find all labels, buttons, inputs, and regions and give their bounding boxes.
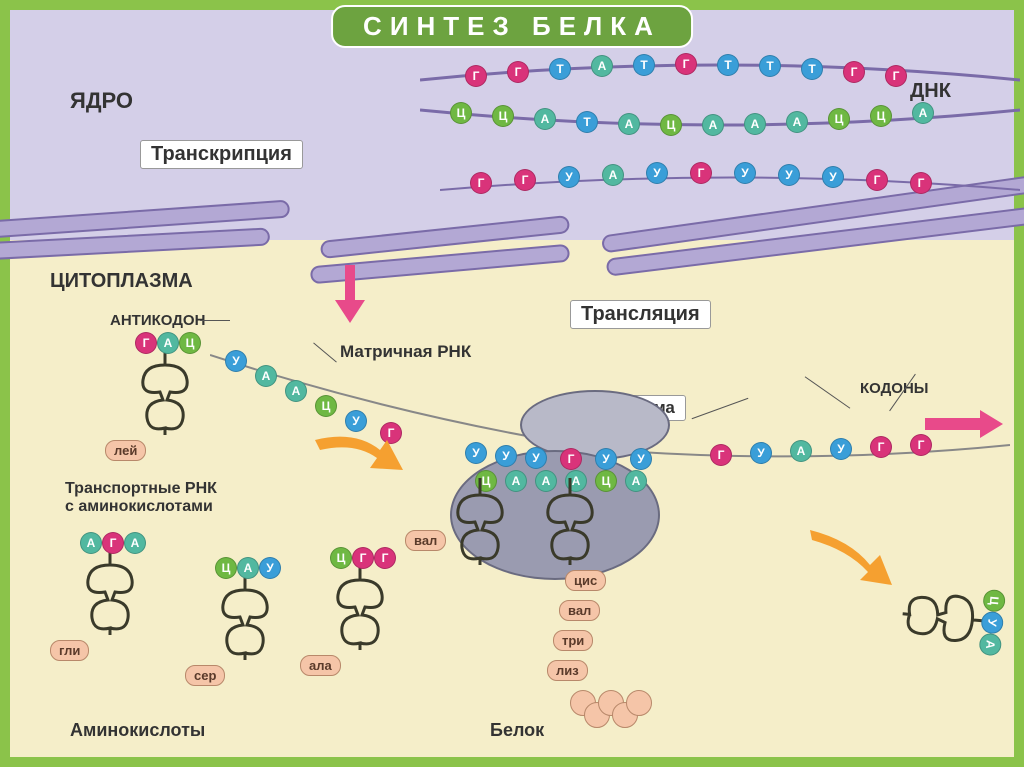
nucleotide: Т: [576, 111, 598, 133]
nucleotide: Г: [870, 436, 892, 458]
trna-icon: [440, 470, 520, 570]
nucleotide: А: [744, 113, 766, 135]
nucleotide: Г: [910, 172, 932, 194]
nucleotide: Ц: [330, 547, 352, 569]
protein-label: Белок: [490, 720, 544, 741]
nucleotide: Г: [135, 332, 157, 354]
arrow-right-icon: [925, 410, 1005, 440]
trna: ЦГГала: [320, 555, 400, 660]
trna-icon: [70, 540, 150, 640]
trna-icon: [530, 470, 610, 570]
nucleotide: Т: [633, 54, 655, 76]
nucleotide: А: [790, 440, 812, 462]
trna: ГАЦлей: [125, 340, 205, 445]
nucleotide: А: [157, 332, 179, 354]
trna-icon: [125, 340, 205, 440]
trna-exit: ЦУА: [889, 573, 1001, 662]
nucleotide: Г: [465, 65, 487, 87]
nucleotide: А: [912, 102, 934, 124]
nucleotide: А: [618, 113, 640, 135]
trna-icon: [320, 555, 400, 655]
nucleotide: А: [786, 111, 808, 133]
arrow-down-icon: [330, 265, 370, 325]
amino-acid: ала: [300, 655, 341, 676]
nucleotide: Т: [549, 58, 571, 80]
nucleotide: Ц: [215, 557, 237, 579]
amino-acid: сер: [185, 665, 225, 686]
transcription-label: Транскрипция: [140, 140, 303, 169]
nucleotide: А: [602, 164, 624, 186]
nucleotide: А: [625, 470, 647, 492]
protein-residue-ball: [626, 690, 652, 716]
nucleotide: Ц: [660, 114, 682, 136]
page-title: СИНТЕЗ БЕЛКА: [331, 5, 693, 48]
aminoacids-label: Аминокислоты: [70, 720, 205, 741]
leader-line: [200, 320, 230, 321]
trna: ЦАУсер: [205, 565, 285, 670]
protein-residue: лиз: [547, 660, 588, 681]
protein-residue: три: [553, 630, 593, 651]
nucleotide: Ц: [179, 332, 201, 354]
nucleotide: Г: [374, 547, 396, 569]
nucleotide: У: [778, 164, 800, 186]
trna-in-ribosome: [530, 470, 610, 575]
nucleotide: Г: [470, 172, 492, 194]
nucleotide: Г: [560, 448, 582, 470]
nucleotide: А: [255, 365, 277, 387]
nucleotide: Г: [514, 169, 536, 191]
nucleotide: Т: [717, 54, 739, 76]
nucleotide: У: [495, 445, 517, 467]
nucleotide: У: [558, 166, 580, 188]
nucleotide: А: [702, 114, 724, 136]
nucleotide: У: [750, 442, 772, 464]
nucleotide: А: [285, 380, 307, 402]
anticodon-label: АНТИКОДОН: [110, 312, 205, 329]
nucleotide: Г: [675, 53, 697, 75]
trna: АГАгли: [70, 540, 150, 645]
nucleotide: У: [630, 448, 652, 470]
protein-residue: цис: [565, 570, 606, 591]
arrow-orange-icon: [810, 530, 900, 590]
nucleotide: У: [525, 447, 547, 469]
cytoplasm-label: ЦИТОПЛАЗМА: [50, 270, 193, 293]
nucleotide: Г: [866, 169, 888, 191]
nucleotide: У: [345, 410, 367, 432]
nucleotide: У: [595, 448, 617, 470]
dna-label: ДНК: [910, 80, 951, 103]
nucleotide: А: [124, 532, 146, 554]
amino-acid: вал: [405, 530, 446, 551]
arrow-orange-icon: [315, 430, 405, 480]
nucleotide: Г: [352, 547, 374, 569]
nucleotide: У: [225, 350, 247, 372]
nucleotide: У: [465, 442, 487, 464]
amino-acid: лей: [105, 440, 146, 461]
protein-residue: вал: [559, 600, 600, 621]
nucleotide: Г: [885, 65, 907, 87]
nucleotide: Ц: [450, 102, 472, 124]
translation-label: Трансляция: [570, 300, 711, 329]
nucleotide: Г: [690, 162, 712, 184]
amino-acid: гли: [50, 640, 89, 661]
nucleotide: У: [830, 438, 852, 460]
nucleotide: Г: [710, 444, 732, 466]
trna-in-ribosome: вал: [440, 470, 520, 575]
trna-icon: [205, 565, 285, 665]
nucleotide: А: [237, 557, 259, 579]
nucleotide: У: [259, 557, 281, 579]
nucleus-label: ЯДРО: [70, 88, 133, 114]
nucleotide: Ц: [315, 395, 337, 417]
nucleotide: Г: [102, 532, 124, 554]
nucleotide: А: [80, 532, 102, 554]
trna-aa-label: Транспортные РНК с аминокислотами: [65, 480, 217, 516]
nucleotide: У: [822, 166, 844, 188]
nucleotide: Т: [801, 58, 823, 80]
